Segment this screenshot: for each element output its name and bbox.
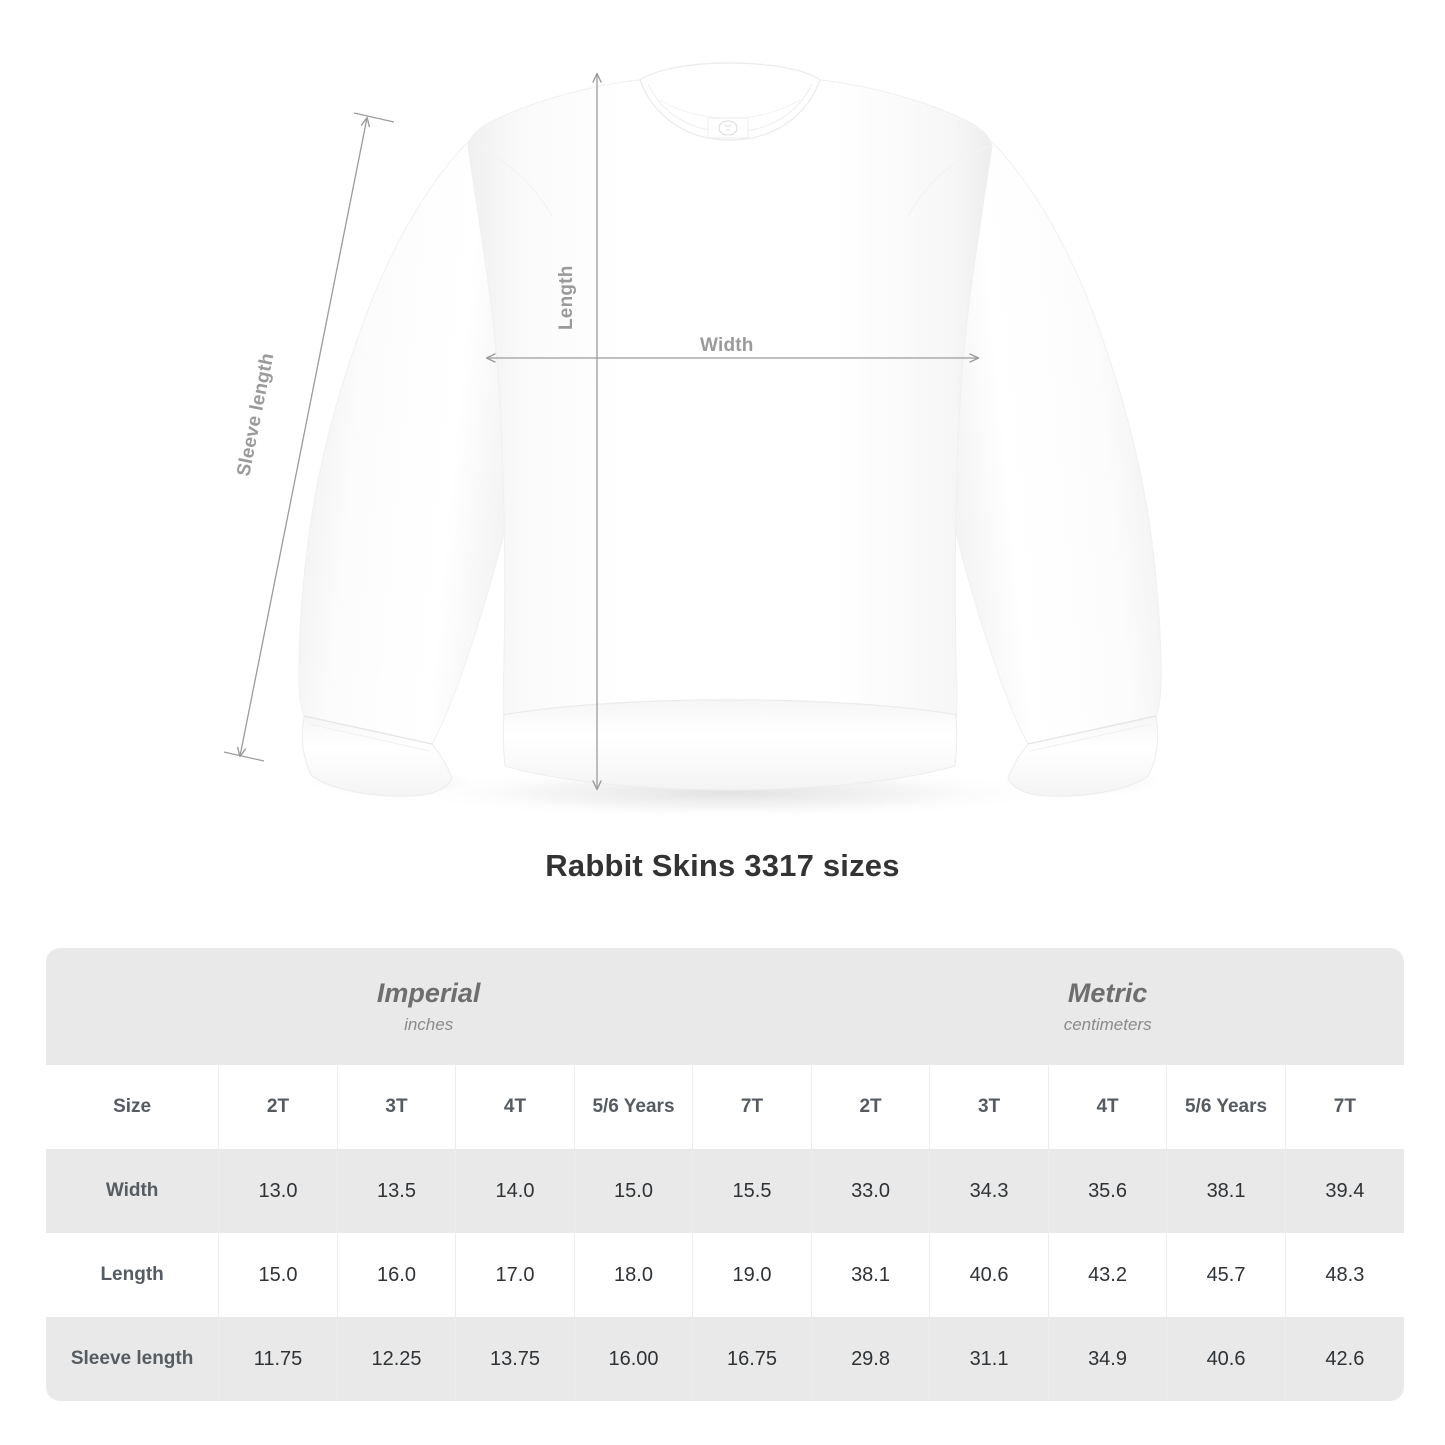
cell-width-metric-2t: 33.0 [810,1149,930,1233]
sweatshirt-body [467,79,993,791]
cell-sleeve-imperial-2t: 11.75 [218,1317,338,1401]
size-col-metric-56y: 5/6 Years [1166,1065,1286,1149]
cell-width-imperial-4t: 14.0 [455,1149,575,1233]
cell-sleeve-metric-3t: 31.1 [929,1317,1049,1401]
size-chart-table-container: Imperial inches Metric centimeters Size … [46,948,1404,1401]
cell-sleeve-imperial-3t: 12.25 [336,1317,456,1401]
unit-name-imperial: Imperial [376,978,481,1008]
size-chart-table: Imperial inches Metric centimeters Size … [46,948,1404,1401]
cell-length-imperial-56y: 18.0 [573,1233,693,1317]
cell-width-imperial-7t: 15.5 [692,1149,812,1233]
size-col-metric-3t: 3T [929,1065,1049,1149]
row-label-sleeve-length: Sleeve length [46,1317,219,1401]
size-col-imperial-56y: 5/6 Years [573,1065,693,1149]
unit-system-header-row: Imperial inches Metric centimeters [46,948,1404,1065]
cell-length-metric-56y: 45.7 [1166,1233,1286,1317]
cell-sleeve-imperial-4t: 13.75 [455,1317,575,1401]
cell-width-imperial-2t: 13.0 [218,1149,338,1233]
unit-header-metric: Metric centimeters [811,948,1404,1065]
page-title: Rabbit Skins 3317 sizes [545,848,900,883]
size-col-metric-4t: 4T [1047,1065,1167,1149]
brand-tag-icon [707,117,749,139]
size-col-imperial-4t: 4T [455,1065,575,1149]
cell-length-metric-7t: 48.3 [1284,1233,1404,1317]
size-col-imperial-7t: 7T [692,1065,812,1149]
cell-length-metric-2t: 38.1 [810,1233,930,1317]
size-header-row: Size 2T 3T 4T 5/6 Years 7T 2T 3T 4T 5/6 … [46,1065,1404,1149]
unit-sub-metric: centimeters [1063,1015,1152,1034]
cell-width-metric-7t: 39.4 [1284,1149,1404,1233]
cell-length-imperial-7t: 19.0 [692,1233,812,1317]
cell-length-metric-3t: 40.6 [929,1233,1049,1317]
cell-sleeve-metric-2t: 29.8 [810,1317,930,1401]
sleeve-length-measure-arrow [223,112,395,762]
size-col-metric-7t: 7T [1284,1065,1404,1149]
table-row: Width 13.0 13.5 14.0 15.0 15.5 33.0 34.3… [46,1149,1404,1233]
size-header-label: Size [46,1065,219,1149]
cell-length-imperial-3t: 16.0 [336,1233,456,1317]
cell-length-imperial-4t: 17.0 [455,1233,575,1317]
cell-width-imperial-3t: 13.5 [336,1149,456,1233]
cell-width-metric-3t: 34.3 [929,1149,1049,1233]
unit-name-metric: Metric [1067,978,1148,1008]
cell-sleeve-imperial-7t: 16.75 [692,1317,812,1401]
size-col-imperial-3t: 3T [336,1065,456,1149]
table-row: Sleeve length 11.75 12.25 13.75 16.00 16… [46,1317,1404,1401]
width-label: Width [700,335,754,356]
cell-length-imperial-2t: 15.0 [218,1233,338,1317]
length-label: Length [556,265,577,330]
unit-sub-imperial: inches [404,1015,454,1034]
cell-width-imperial-56y: 15.0 [573,1149,693,1233]
size-col-metric-2t: 2T [810,1065,930,1149]
cell-length-metric-4t: 43.2 [1047,1233,1167,1317]
size-col-imperial-2t: 2T [218,1065,338,1149]
cell-sleeve-imperial-56y: 16.00 [573,1317,693,1401]
cell-width-metric-56y: 38.1 [1166,1149,1286,1233]
garment-diagram: Width Length Sleeve length [223,62,1166,819]
unit-header-imperial: Imperial inches [46,948,812,1065]
cell-sleeve-metric-7t: 42.6 [1284,1317,1404,1401]
row-label-length: Length [46,1233,219,1317]
cell-sleeve-metric-56y: 40.6 [1166,1317,1286,1401]
cell-width-metric-4t: 35.6 [1047,1149,1167,1233]
row-label-width: Width [46,1149,219,1233]
garment-illustration-svg [223,62,1166,819]
table-row: Length 15.0 16.0 17.0 18.0 19.0 38.1 40.… [46,1233,1404,1317]
cell-sleeve-metric-4t: 34.9 [1047,1317,1167,1401]
